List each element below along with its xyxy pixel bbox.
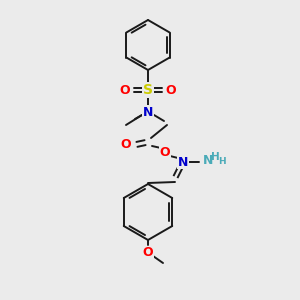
Text: N: N: [143, 106, 153, 118]
Text: O: O: [166, 83, 176, 97]
Text: H: H: [211, 152, 219, 162]
Text: O: O: [121, 139, 131, 152]
Text: N: N: [203, 154, 213, 166]
Text: N: N: [178, 155, 188, 169]
Text: S: S: [143, 83, 153, 97]
Text: H: H: [218, 157, 226, 166]
Text: O: O: [143, 247, 153, 260]
Text: O: O: [160, 146, 170, 158]
Text: O: O: [120, 83, 130, 97]
